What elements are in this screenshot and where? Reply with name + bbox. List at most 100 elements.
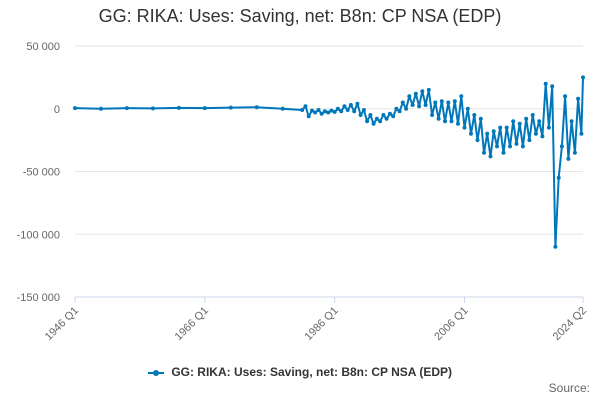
data-point[interactable]	[384, 116, 389, 121]
data-point[interactable]	[378, 119, 383, 124]
data-point[interactable]	[322, 109, 327, 114]
data-point[interactable]	[504, 125, 509, 130]
legend[interactable]: GG: RIKA: Uses: Saving, net: B8n: CP NSA…	[0, 365, 600, 379]
data-point[interactable]	[462, 125, 467, 130]
data-point[interactable]	[556, 175, 561, 180]
data-point[interactable]	[391, 114, 396, 119]
data-point[interactable]	[430, 113, 435, 117]
data-point[interactable]	[527, 138, 532, 143]
data-point[interactable]	[339, 109, 344, 114]
data-point[interactable]	[73, 106, 77, 111]
data-point[interactable]	[326, 110, 331, 115]
data-point[interactable]	[397, 109, 402, 114]
data-point[interactable]	[576, 96, 581, 101]
data-point[interactable]	[329, 108, 334, 113]
data-point[interactable]	[407, 94, 412, 99]
data-point[interactable]	[365, 119, 370, 124]
data-point[interactable]	[423, 103, 428, 107]
source-credit[interactable]: Source:	[548, 381, 590, 395]
data-point[interactable]	[254, 105, 259, 110]
data-point[interactable]	[530, 113, 535, 117]
data-point[interactable]	[374, 116, 379, 121]
data-point[interactable]	[176, 105, 181, 110]
data-point[interactable]	[303, 104, 308, 109]
data-point[interactable]	[475, 138, 480, 143]
data-point[interactable]	[332, 109, 337, 114]
data-point[interactable]	[482, 150, 486, 155]
data-point[interactable]	[579, 131, 584, 136]
data-point[interactable]	[202, 106, 207, 111]
data-point[interactable]	[511, 119, 516, 124]
data-point[interactable]	[452, 99, 457, 104]
data-point[interactable]	[517, 121, 522, 126]
data-point[interactable]	[439, 99, 444, 104]
data-point[interactable]	[413, 91, 418, 96]
data-point[interactable]	[449, 119, 454, 124]
data-point[interactable]	[472, 113, 477, 117]
data-point[interactable]	[417, 104, 422, 109]
data-point[interactable]	[520, 144, 525, 149]
data-point[interactable]	[550, 84, 555, 89]
data-point[interactable]	[99, 106, 103, 111]
data-point[interactable]	[313, 110, 318, 115]
data-point[interactable]	[348, 103, 353, 107]
data-point[interactable]	[478, 116, 483, 121]
data-point[interactable]	[352, 109, 357, 114]
data-point[interactable]	[459, 94, 464, 99]
data-point[interactable]	[355, 101, 360, 106]
data-point[interactable]	[559, 144, 564, 149]
data-point[interactable]	[420, 89, 425, 94]
data-point[interactable]	[546, 125, 551, 130]
data-point[interactable]	[446, 100, 451, 105]
data-point[interactable]	[566, 156, 571, 161]
data-point[interactable]	[537, 119, 542, 124]
data-point[interactable]	[572, 150, 577, 155]
data-point[interactable]	[280, 106, 285, 111]
data-point[interactable]	[508, 144, 512, 149]
data-point[interactable]	[345, 108, 350, 112]
data-point[interactable]	[563, 94, 568, 99]
data-point[interactable]	[310, 108, 314, 113]
data-point[interactable]	[150, 106, 155, 111]
data-point[interactable]	[410, 103, 415, 107]
data-point[interactable]	[319, 111, 324, 116]
data-point[interactable]	[387, 111, 392, 116]
series-line[interactable]	[74, 77, 584, 248]
data-point[interactable]	[569, 119, 574, 124]
data-point[interactable]	[335, 106, 340, 111]
data-point[interactable]	[426, 87, 431, 92]
data-point[interactable]	[553, 244, 558, 249]
data-point[interactable]	[501, 150, 506, 155]
data-point[interactable]	[498, 125, 503, 130]
data-point[interactable]	[306, 114, 311, 119]
data-point[interactable]	[488, 154, 493, 159]
data-point[interactable]	[540, 134, 545, 139]
data-point[interactable]	[443, 119, 447, 124]
data-point[interactable]	[456, 121, 460, 126]
data-point[interactable]	[381, 113, 386, 117]
data-point[interactable]	[316, 108, 321, 112]
data-point[interactable]	[342, 104, 347, 109]
data-point[interactable]	[300, 108, 305, 112]
data-point[interactable]	[358, 113, 363, 117]
data-point[interactable]	[400, 100, 405, 105]
data-point[interactable]	[371, 121, 376, 126]
data-point[interactable]	[124, 106, 129, 111]
data-point[interactable]	[465, 106, 470, 111]
data-point[interactable]	[543, 81, 548, 86]
data-point[interactable]	[524, 116, 529, 121]
data-point[interactable]	[581, 75, 585, 80]
data-point[interactable]	[404, 106, 409, 111]
data-point[interactable]	[433, 100, 438, 105]
data-point[interactable]	[485, 131, 490, 136]
data-point[interactable]	[361, 108, 366, 112]
data-point[interactable]	[469, 131, 473, 136]
data-point[interactable]	[368, 113, 373, 117]
data-point[interactable]	[495, 144, 499, 149]
data-point[interactable]	[514, 141, 519, 146]
data-point[interactable]	[491, 129, 496, 134]
data-point[interactable]	[228, 105, 233, 110]
data-point[interactable]	[436, 116, 441, 121]
data-point[interactable]	[533, 131, 538, 136]
data-point[interactable]	[394, 106, 399, 111]
